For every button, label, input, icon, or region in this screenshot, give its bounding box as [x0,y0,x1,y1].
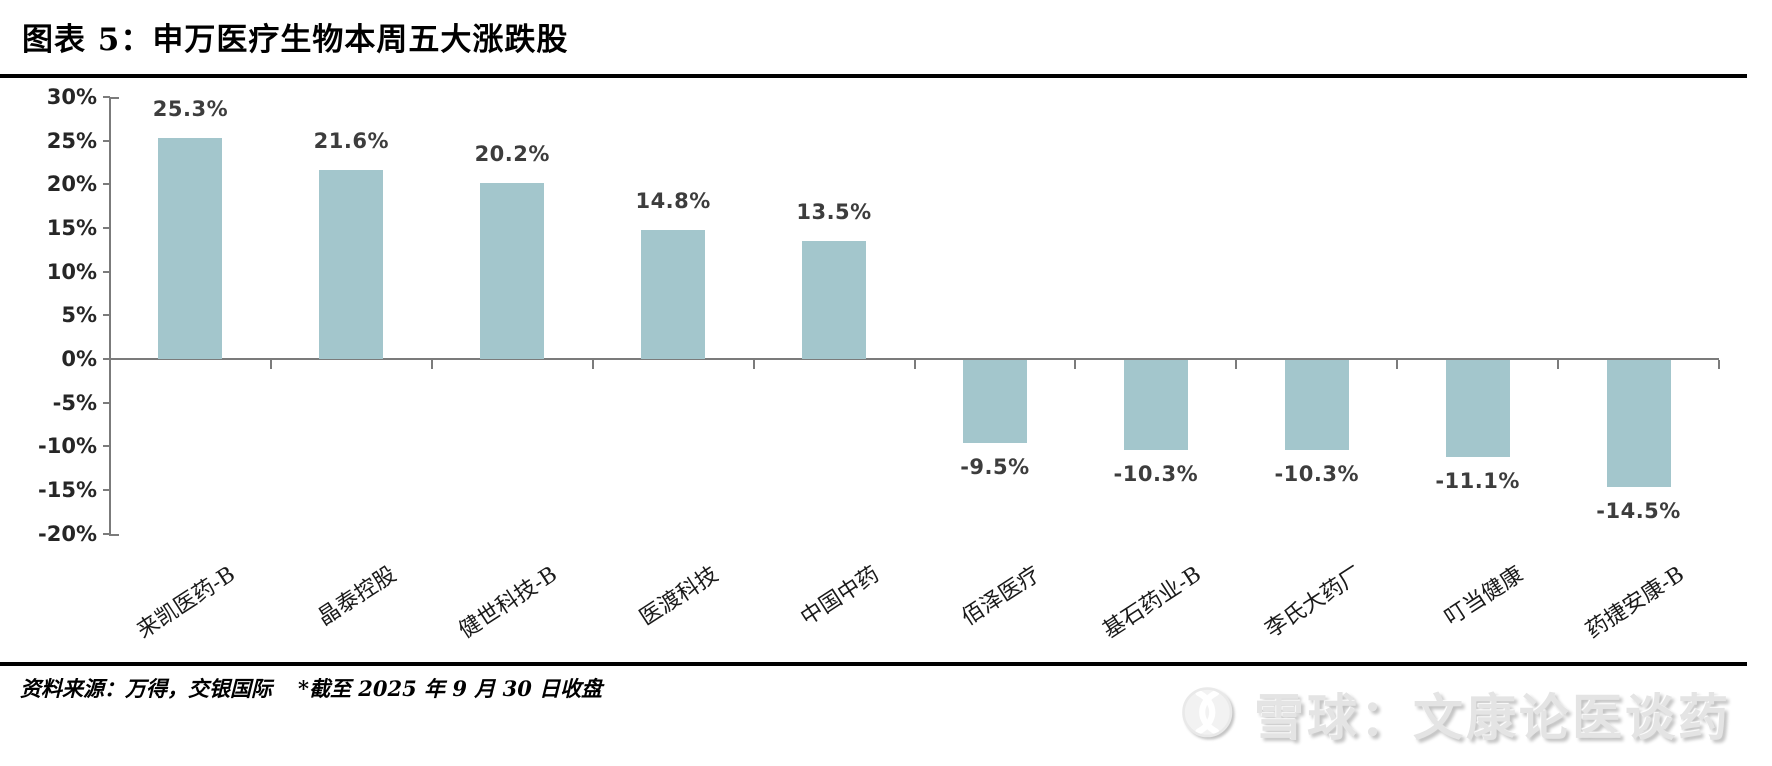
asof-note-text: *截至 2025 年 9 月 30 日收盘 [298,676,603,701]
y-tick [103,96,110,98]
bar-value-label: -10.3% [1274,461,1360,486]
y-tick [103,227,110,229]
bar-value-label: -9.5% [960,454,1030,479]
bar [962,360,1027,443]
y-tick-label: -15% [38,477,97,502]
y-tick [103,270,110,273]
footer-divider [0,662,1747,666]
x-axis-boundary-tick [1396,360,1399,369]
y-tick-label: 25% [46,128,97,153]
x-axis-boundary-tick [1557,360,1560,369]
bar-value-label: -11.1% [1435,468,1520,493]
bar-value-label: -10.3% [1113,461,1199,486]
y-tick [103,488,110,491]
x-axis-boundary-tick [591,360,594,369]
x-axis-boundary-tick [752,360,755,369]
bar-value-label: 25.3% [152,97,229,122]
bar [158,138,223,359]
source-text: 资料来源：万得，交银国际 [20,676,272,701]
y-axis-line [109,97,111,536]
xueqiu-watermark: 雪球：文康论医谈药 [1180,678,1731,750]
y-tick-label: 5% [61,303,97,328]
category-label: 晶泰控股 [313,562,402,631]
y-tick [103,532,110,535]
y-tick-label: 30% [46,85,97,109]
bar [1606,360,1671,487]
bar [802,241,867,359]
y-tick-label: 15% [46,216,97,240]
y-tick-label: -5% [52,390,97,415]
category-label: 药捷安康-B [1581,562,1689,644]
category-label: 医渡科技 [635,562,724,631]
x-axis-boundary-tick [430,360,433,369]
bar-chart: 30% 25% 20% 15% 10% 5% 0% -5% -10% -15% -20% 25.3% 来… [38,85,1720,644]
category-label: 健世科技-B [454,562,563,644]
y-tick [103,358,110,360]
y-tick-label: 10% [46,259,97,284]
figure-title: 图表 5：申万医疗生物本周五大涨跌股 [22,22,569,58]
x-axis-line [110,358,1719,360]
source-note: 资料来源：万得，交银国际 *截至 2025 年 9 月 30 日收盘 [20,673,602,703]
category-label: 李氏大药厂 [1260,562,1367,643]
y-tick [103,445,110,448]
x-axis-boundary-tick [1235,360,1238,369]
y-tick-label: -20% [38,521,97,546]
category-label: 叮当健康 [1440,562,1528,631]
bar [1123,360,1188,450]
bar-value-label: 14.8% [635,188,711,213]
x-axis-boundary-tick [269,360,272,369]
x-axis-boundary-tick [1718,360,1720,369]
bar-value-label: -14.5% [1596,498,1681,523]
bar [480,182,545,359]
x-axis-boundary-tick [913,360,916,369]
y-tick [103,401,110,404]
category-label: 中国中药 [796,562,884,631]
category-label: 佰泽医疗 [957,562,1045,631]
y-tick-label: 20% [46,172,97,197]
category-label: 基石药业-B [1098,562,1206,644]
category-label: 来凯医药-B [133,562,241,644]
y-tick [103,139,110,142]
bar-value-label: 13.5% [796,200,872,225]
xueqiu-snowball-logo [1182,687,1233,738]
y-tick-label: 0% [61,347,97,371]
y-tick [103,314,110,317]
bar [1284,360,1349,450]
y-tick [103,183,110,186]
y-axis-top-cap [110,97,119,99]
x-axis-boundary-tick [1074,360,1077,369]
title-divider [0,74,1747,78]
bar [1445,360,1510,457]
bar [641,229,706,359]
y-axis-bottom-cap [110,534,119,536]
y-tick-label: -10% [38,434,97,459]
watermark-text: 雪球：文康论医谈药 [1254,689,1731,747]
bar [319,170,384,359]
bar-value-label: 21.6% [313,129,390,154]
bar-value-label: 20.2% [474,141,550,166]
